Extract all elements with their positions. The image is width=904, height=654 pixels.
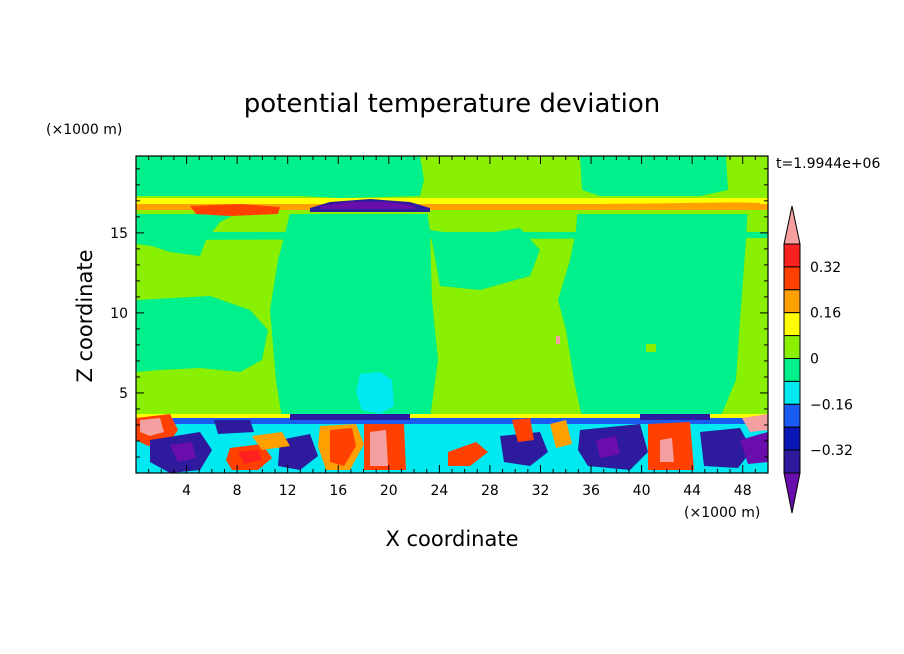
colorbar-label: 0.32 [810, 260, 841, 276]
field-region [140, 418, 164, 436]
y-tick-label: 15 [110, 226, 128, 242]
chart-title: potential temperature deviation [244, 89, 660, 119]
colorbar-label: −0.16 [810, 397, 853, 413]
field-region [700, 428, 752, 468]
time-label: t=1.9944e+06 [776, 156, 880, 172]
field-region [640, 414, 710, 420]
field-plot [136, 156, 768, 473]
field-region [136, 296, 268, 372]
field-region [580, 156, 728, 196]
x-tick-label: 28 [481, 483, 499, 499]
field-region [136, 210, 768, 214]
field-region [558, 204, 748, 418]
colorbar-swatch [783, 449, 801, 474]
y-tick-label: 5 [119, 386, 128, 402]
colorbar-swatch [783, 403, 801, 428]
field-region [190, 204, 280, 216]
x-tick-label: 32 [532, 483, 550, 499]
field-region [448, 442, 488, 466]
field-region [550, 420, 572, 448]
field-region [136, 204, 768, 212]
field-region [214, 420, 254, 434]
field-region [330, 428, 356, 466]
field-region [136, 418, 768, 424]
y-unit-label: (×1000 m) [46, 122, 122, 138]
field-region [170, 442, 196, 462]
field-region [252, 432, 290, 450]
y-axis: 5 10 15 [110, 168, 768, 458]
colorbar-top-arrow [783, 205, 801, 245]
colorbar-swatch [783, 243, 801, 268]
y-axis-label: Z coordinate [73, 249, 97, 382]
y-tick-label: 10 [110, 306, 128, 322]
field-region [742, 414, 768, 432]
field-region [290, 414, 410, 420]
field-region [136, 198, 768, 206]
field-region [136, 156, 424, 198]
colorbar-swatch [783, 358, 801, 382]
field-region [356, 372, 394, 414]
field-region [136, 204, 260, 256]
field-region [370, 430, 388, 466]
colorbar-label: 0 [810, 352, 819, 368]
x-tick-label: 40 [633, 483, 651, 499]
x-tick-label: 36 [582, 483, 600, 499]
field-region [238, 450, 262, 464]
field-region [512, 418, 534, 442]
x-tick-label: 20 [380, 483, 398, 499]
x-tick-label: 48 [734, 483, 752, 499]
colorbar-swatch [783, 289, 801, 314]
x-unit-label: (×1000 m) [684, 505, 760, 521]
field-region [556, 336, 560, 344]
field-region [500, 432, 548, 466]
x-tick-label: 44 [683, 483, 701, 499]
colorbar-swatch [783, 312, 801, 337]
field-region [600, 198, 760, 204]
field-region [646, 344, 656, 352]
field-region [740, 432, 768, 464]
x-tick-label: 4 [182, 483, 191, 499]
x-tick-label: 16 [329, 483, 347, 499]
x-tick-label: 24 [430, 483, 448, 499]
x-tick-label: 8 [233, 483, 242, 499]
field-region [660, 438, 674, 462]
colorbar-bottom-arrow [783, 472, 801, 514]
field-region [136, 232, 768, 240]
field-region [596, 436, 620, 458]
colorbar-label: 0.16 [810, 306, 841, 322]
colorbar-swatch [783, 335, 801, 360]
x-tick-label: 12 [279, 483, 297, 499]
x-axis-label: X coordinate [385, 527, 518, 551]
field-region [320, 202, 415, 209]
colorbar-label: −0.32 [810, 443, 853, 459]
x-axis: 4 8 12 16 20 24 28 32 36 40 44 48 [148, 156, 756, 499]
colorbar: 0.32 0.16 0 −0.16 −0.32 [783, 205, 853, 514]
colorbar-swatch [783, 426, 801, 451]
field-region [270, 204, 438, 418]
colorbar-swatch [783, 380, 801, 405]
colorbar-swatch [783, 266, 801, 291]
field-region [430, 228, 540, 290]
